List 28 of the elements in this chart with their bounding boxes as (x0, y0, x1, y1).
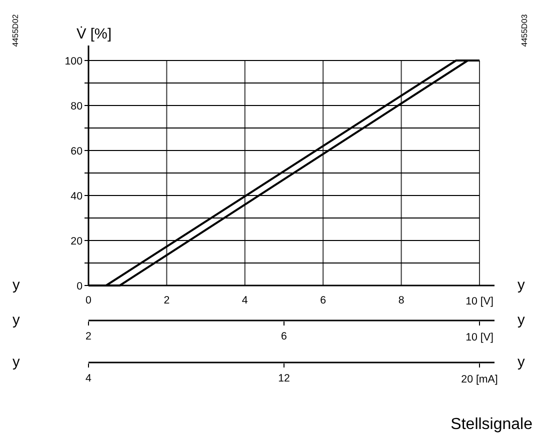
y-axis-title: V̇ [%] (76, 25, 112, 42)
text: y (12, 354, 20, 370)
y-tick-label: 80 (70, 100, 83, 112)
text: Stellsignale (450, 416, 533, 433)
text: y (12, 278, 20, 294)
x2-tick-label: 6 (281, 330, 288, 342)
x2-tick-label: 10 [V] (466, 332, 494, 344)
y-tick-label: 20 (70, 236, 83, 248)
text: 4 (86, 372, 92, 384)
x-tick-label: 0 (86, 294, 92, 306)
x-tick-label: 4 (242, 294, 248, 306)
x2-tick-label: 2 (86, 330, 92, 342)
x-tick-label: 6 (320, 294, 326, 306)
text: 12 (278, 372, 290, 384)
y-tick-label: 60 (70, 146, 83, 158)
x2-axis-title: y (518, 312, 526, 328)
text: y (518, 354, 526, 370)
y-tick-label: 100 (64, 56, 83, 68)
y-tick-label: 0 (76, 280, 83, 292)
x-tick-label: 8 (398, 294, 404, 306)
x-tick-label: 2 (164, 294, 170, 306)
text: 20 [mA] (461, 374, 498, 386)
text: 4455D02 (11, 14, 20, 47)
x-axis-title: y (518, 278, 526, 294)
text: y (12, 312, 20, 328)
x-tick-label: 10 [V] (466, 296, 494, 308)
text: 4455D03 (520, 14, 529, 47)
y-tick-label: 40 (70, 190, 83, 202)
